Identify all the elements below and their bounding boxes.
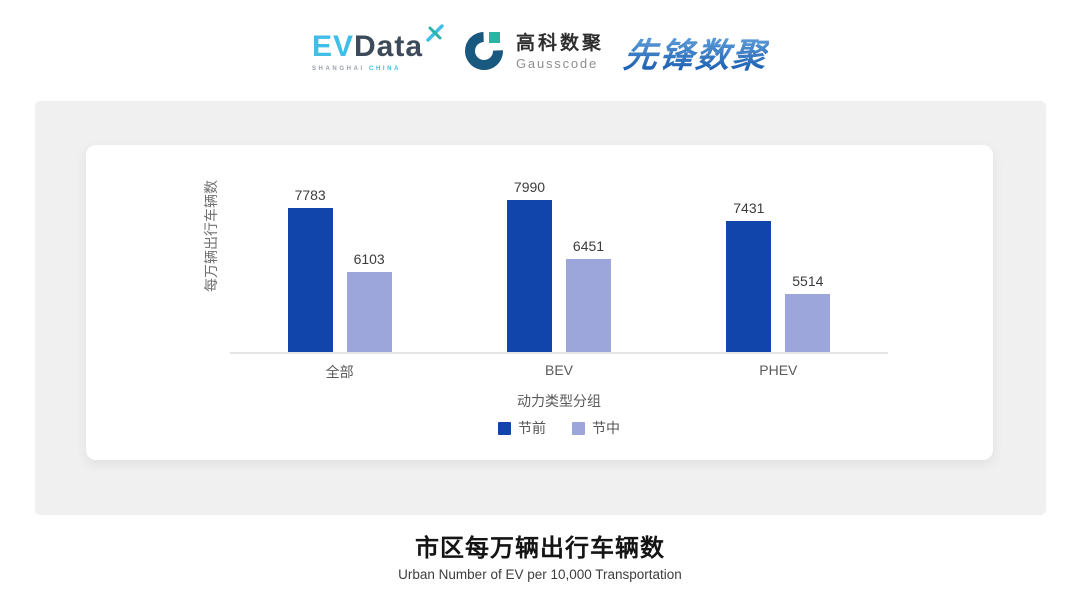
legend-item-节前[interactable]: 节前 bbox=[498, 418, 546, 438]
bar-group-PHEV: 7431 5514 bbox=[726, 200, 831, 352]
bar-group-BEV: 7990 6451 bbox=[507, 179, 611, 352]
evdata-sub-china: CHINA bbox=[369, 66, 402, 72]
y-axis-label: 每万辆出行车辆数 bbox=[203, 180, 219, 292]
chart-panel: 每万辆出行车辆数 7783 6103 7990 6451 7431 5514 动力类型分组… bbox=[35, 101, 1046, 515]
evdata-wordmark: EVData bbox=[312, 32, 423, 62]
chart-subtitle: Urban Number of EV per 10,000 Transporta… bbox=[398, 567, 682, 582]
bar-value-label: 7990 bbox=[513, 179, 546, 195]
category-label-全部: 全部 bbox=[325, 364, 354, 380]
bar-wrap: 5514 bbox=[785, 273, 831, 352]
bar-wrap: 6103 bbox=[346, 251, 392, 352]
bar-wrap: 6451 bbox=[566, 238, 611, 352]
bar-节前-全部[interactable] bbox=[287, 208, 333, 352]
gausscode-logo: 高科数聚 Gausscode bbox=[463, 28, 604, 77]
chart-title: 市区每万辆出行车辆数 bbox=[415, 535, 665, 562]
evdata-star-icon bbox=[425, 23, 445, 48]
bar-value-label: 6103 bbox=[353, 251, 385, 267]
bar-wrap: 7783 bbox=[287, 187, 333, 352]
category-label-PHEV: PHEV bbox=[759, 362, 798, 378]
evdata-sub-shanghai: SHANGHAI bbox=[311, 66, 365, 72]
bar-wrap: 7431 bbox=[726, 200, 772, 352]
header-logos: EVData SHANGHAI CHINA 高科数聚 bbox=[0, 20, 1080, 84]
bar-group-全部: 7783 6103 bbox=[287, 187, 392, 352]
gausscode-text: 高科数聚 Gausscode bbox=[516, 32, 604, 72]
evdata-logo: EVData SHANGHAI CHINA bbox=[312, 24, 444, 72]
legend: 节前 节中 bbox=[230, 418, 888, 438]
bar-节中-BEV[interactable] bbox=[566, 259, 611, 352]
bar-value-label: 7783 bbox=[294, 187, 326, 203]
legend-label: 节中 bbox=[592, 420, 620, 436]
evdata-subtext: SHANGHAI CHINA bbox=[312, 66, 423, 72]
evdata-ev-text: EV bbox=[311, 30, 354, 63]
legend-swatch bbox=[572, 421, 585, 435]
bar-节前-PHEV[interactable] bbox=[726, 221, 772, 352]
bar-value-label: 6451 bbox=[572, 238, 605, 254]
x-axis-label: 动力类型分组 bbox=[517, 393, 601, 409]
gausscode-en-text: Gausscode bbox=[516, 55, 598, 71]
bar-节前-BEV[interactable] bbox=[507, 200, 552, 352]
legend-swatch bbox=[498, 421, 511, 435]
evdata-data-text: Data bbox=[353, 30, 424, 63]
category-label-BEV: BEV bbox=[544, 362, 574, 378]
bar-节中-全部[interactable] bbox=[346, 272, 392, 352]
gausscode-g-icon bbox=[463, 28, 507, 77]
plot-area: 7783 6103 7990 6451 7431 5514 bbox=[230, 170, 888, 354]
legend-label: 节前 bbox=[518, 420, 546, 436]
pioneer-logo: 先锋数聚 bbox=[621, 28, 770, 77]
bar-value-label: 5514 bbox=[792, 273, 824, 289]
bar-value-label: 7431 bbox=[733, 200, 765, 216]
bar-节中-PHEV[interactable] bbox=[785, 294, 831, 352]
gausscode-cn-text: 高科数聚 bbox=[516, 33, 605, 54]
legend-item-节中[interactable]: 节中 bbox=[572, 418, 620, 438]
bar-wrap: 7990 bbox=[507, 179, 552, 352]
chart-card: 每万辆出行车辆数 7783 6103 7990 6451 7431 5514 动力类型分组… bbox=[86, 145, 993, 460]
